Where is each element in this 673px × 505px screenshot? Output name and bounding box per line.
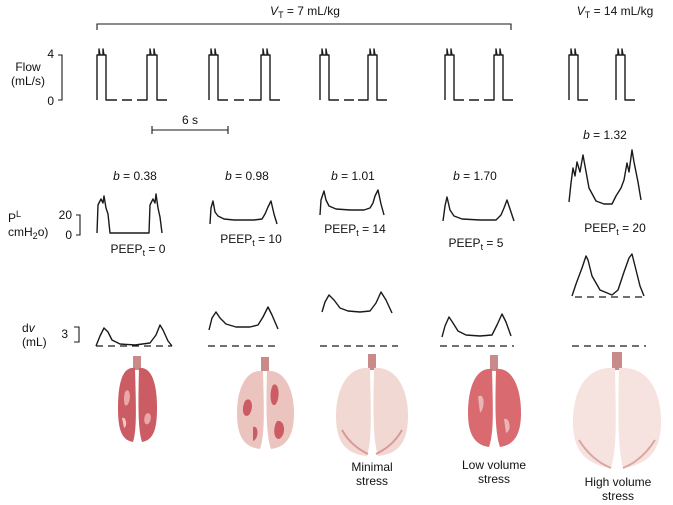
dv-tick: 3: [61, 327, 68, 341]
dv-trace-2: [208, 306, 280, 347]
peep-label-3: PEEPt = 14: [324, 222, 386, 238]
outcome-label-4: Low volume stress: [461, 458, 527, 486]
time-scale-bar: [151, 126, 229, 134]
peep-label-4: PEEPt = 5: [448, 236, 504, 252]
flow-axis: [58, 54, 63, 101]
flow-trace-5: [568, 48, 635, 101]
pl-trace-2: [209, 200, 278, 225]
b-value-5: b = 1.32: [583, 128, 627, 142]
flow-trace-4: [444, 48, 513, 101]
outcome-label-3: Minimal stress: [351, 460, 393, 488]
flow-trace-2: [208, 48, 280, 101]
dv-trace-3: [320, 291, 398, 347]
vt-low-bracket: [96, 23, 512, 30]
flow-label: Flow (mL/s): [11, 60, 45, 88]
time-scale-label: 6 s: [181, 113, 198, 127]
dv-axis: [74, 326, 80, 343]
b-value-1: b = 0.38: [113, 169, 157, 183]
lung-image-2: [237, 357, 294, 449]
pl-trace-3: [319, 189, 385, 216]
lung-image-4: [468, 355, 521, 447]
lung-image-1: [118, 356, 157, 442]
peep-label-2: PEEPt = 10: [220, 232, 282, 248]
pl-tick-top: 20: [58, 208, 72, 222]
dv-label: dv (mL): [22, 321, 47, 349]
pl-trace-5b: [571, 253, 645, 298]
peep-label-5: PEEPt = 20: [584, 221, 646, 237]
lung-image-5: [573, 352, 661, 469]
vt-low-label: VT = 7 mL/kg: [270, 4, 340, 20]
pl-tick-bottom: 0: [65, 228, 72, 242]
outcome-label-5: High volume stress: [584, 475, 652, 503]
flow-trace-3: [319, 48, 387, 101]
b-value-2: b = 0.98: [225, 169, 269, 183]
vt-high-label: VT = 14 mL/kg: [576, 4, 654, 20]
dv-trace-4: [440, 313, 514, 347]
lung-image-3: [336, 354, 408, 456]
peep-label-1: PEEPt = 0: [110, 242, 166, 258]
flow-tick-bottom: 0: [47, 94, 54, 108]
b-value-4: b = 1.70: [453, 169, 497, 183]
pl-trace-1: [96, 193, 163, 234]
flow-tick-top: 4: [47, 47, 54, 61]
pl-label: PL cmH2o): [8, 209, 49, 241]
pl-trace-4: [442, 196, 515, 222]
pl-axis: [76, 214, 81, 236]
pl-trace-5a: [568, 149, 642, 205]
b-value-3: b = 1.01: [331, 169, 375, 183]
dv-trace-1: [95, 324, 173, 347]
flow-trace-1: [96, 48, 167, 101]
